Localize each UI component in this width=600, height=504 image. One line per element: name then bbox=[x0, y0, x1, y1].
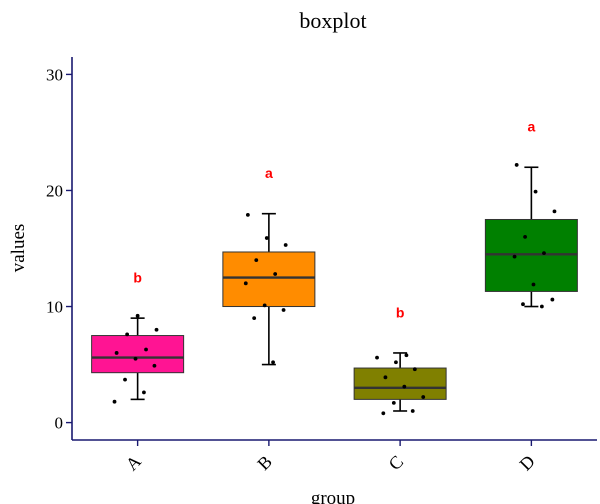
data-point-b-2 bbox=[281, 308, 286, 312]
data-point-d-3 bbox=[531, 282, 536, 287]
data-point-c-2 bbox=[391, 400, 396, 405]
data-point-b-1 bbox=[252, 316, 257, 321]
x-tick-label-c: C bbox=[385, 451, 408, 474]
data-point-b-8 bbox=[264, 236, 269, 240]
data-point-c-5 bbox=[383, 375, 388, 380]
data-point-a-0 bbox=[112, 399, 117, 404]
data-point-c-6 bbox=[412, 367, 417, 372]
data-point-a-5 bbox=[114, 351, 119, 355]
data-point-d-9 bbox=[514, 163, 519, 167]
data-point-c-9 bbox=[404, 353, 409, 358]
significance-letter-a: b bbox=[133, 270, 142, 286]
data-point-b-0 bbox=[271, 360, 275, 365]
y-tick-label-20: 20 bbox=[46, 181, 63, 200]
data-point-c-1 bbox=[410, 409, 415, 413]
data-point-d-4 bbox=[512, 254, 517, 259]
data-point-d-5 bbox=[542, 251, 546, 256]
data-point-a-3 bbox=[152, 363, 157, 368]
y-tick-label-10: 10 bbox=[46, 298, 63, 317]
data-point-a-1 bbox=[142, 390, 146, 395]
y-tick-label-30: 30 bbox=[46, 65, 63, 84]
data-point-a-8 bbox=[154, 327, 159, 332]
data-point-a-9 bbox=[135, 313, 140, 318]
box-c bbox=[353, 367, 447, 400]
significance-letter-d: a bbox=[527, 119, 535, 135]
data-point-d-1 bbox=[521, 302, 525, 307]
data-point-d-0 bbox=[539, 304, 544, 309]
box-a bbox=[91, 335, 185, 374]
data-point-d-7 bbox=[552, 209, 557, 214]
data-point-b-3 bbox=[262, 303, 267, 308]
plot-area: 0 10 20 30 Ab Ba Cb Da bbox=[46, 57, 597, 474]
data-point-d-6 bbox=[523, 234, 527, 239]
significance-letter-c: b bbox=[396, 304, 405, 320]
data-point-b-5 bbox=[273, 272, 278, 276]
y-axis-label: values bbox=[8, 224, 29, 273]
x-tick-label-b: B bbox=[253, 451, 276, 474]
data-point-b-7 bbox=[283, 243, 288, 247]
data-point-a-4 bbox=[133, 356, 138, 361]
data-point-a-6 bbox=[144, 347, 148, 352]
y-tick-label-0: 0 bbox=[55, 414, 64, 433]
x-tick-label-d: D bbox=[515, 451, 538, 474]
data-point-d-2 bbox=[550, 297, 555, 302]
data-point-b-6 bbox=[254, 258, 259, 263]
data-point-c-3 bbox=[421, 395, 426, 399]
data-point-a-7 bbox=[125, 332, 130, 337]
data-point-c-0 bbox=[381, 411, 386, 416]
chart-title: boxplot bbox=[299, 8, 366, 33]
significance-letter-b: a bbox=[265, 165, 273, 181]
data-point-b-9 bbox=[245, 212, 250, 217]
data-point-b-4 bbox=[243, 281, 248, 286]
x-axis-label: group bbox=[311, 488, 355, 504]
box-b bbox=[222, 251, 316, 308]
data-point-c-4 bbox=[402, 384, 407, 389]
data-point-a-2 bbox=[123, 377, 127, 382]
data-point-c-7 bbox=[394, 360, 398, 365]
data-point-d-8 bbox=[533, 189, 538, 194]
x-tick-label-a: A bbox=[122, 451, 145, 474]
data-point-c-8 bbox=[375, 355, 379, 360]
